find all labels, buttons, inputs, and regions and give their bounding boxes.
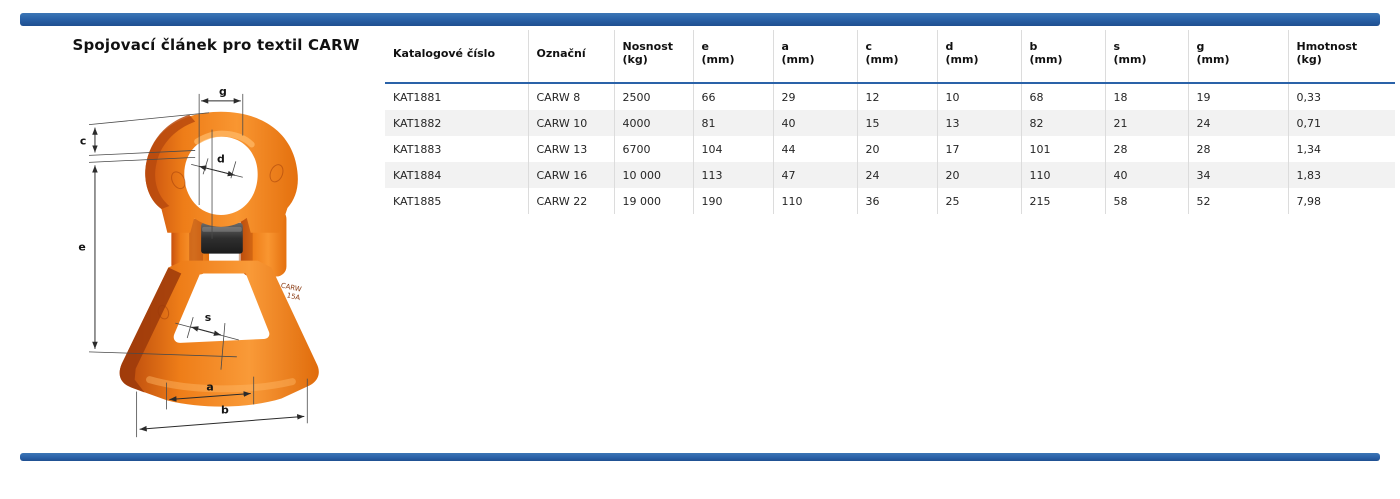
table-cell: 19 [1187,83,1288,110]
table-cell: 7,98 [1287,188,1395,214]
dimension-label-a: a [206,381,213,394]
table-cell: 12 [856,83,937,110]
column-header: e (mm) [692,30,773,84]
table-cell: 215 [1020,188,1105,214]
column-header: Nosnost (kg) [613,30,693,84]
table-cell: 110 [772,188,857,214]
table-cell: 101 [1020,136,1105,162]
table-row: KAT1882 CARW 10 4000 81 40 15 13 82 21 24 0,71 [385,110,1395,136]
table-header-row: Katalogové číslo Označní Nosnost (kg) e (mm) a… [385,30,1395,84]
dimension-lines [92,98,305,432]
table-cell: 25 [936,188,1021,214]
table-cell: 47 [772,162,857,188]
table-cell: CARW 13 [527,136,614,162]
table-cell: KAT1882 [393,116,442,130]
table-cell: 66 [692,83,773,110]
table-cell: KAT1883 [393,142,442,156]
spec-table: Katalogové číslo Označní Nosnost (kg) e (mm) a… [385,30,1395,214]
link-upper-bow [145,111,298,233]
table-row: KAT1881 CARW 8 2500 66 29 12 10 68 18 19 0,33 [385,83,1395,110]
table-cell: 34 [1187,162,1288,188]
dimension-label-s: s [205,311,212,324]
table-cell: 10 [936,83,1021,110]
dimension-label-b: b [221,403,229,416]
table-cell: 24 [1187,110,1288,136]
column-header: b (mm) [1020,30,1105,84]
table-cell: 104 [692,136,773,162]
page-title: Spojovací článek pro textil CARW [72,36,360,54]
table-cell: 68 [1020,83,1105,110]
column-header: g (mm) [1187,30,1288,84]
table-cell: 4000 [613,110,693,136]
dimension-label-c: c [80,135,86,148]
table-cell: 0,71 [1287,110,1395,136]
table-cell: 1,34 [1287,136,1395,162]
table-cell: 52 [1187,188,1288,214]
table-cell: 19 000 [613,188,693,214]
column-header: s (mm) [1104,30,1188,84]
table-cell: 21 [1104,110,1188,136]
table-cell: 44 [772,136,857,162]
product-panel: Spojovací článek pro textil CARW [20,36,382,54]
table-cell: 20 [936,162,1021,188]
table-cell: 0,33 [1287,83,1395,110]
product-figure: CARW 15A [72,82,360,459]
table-cell: KAT1884 [393,168,442,182]
table-row: KAT1885 CARW 22 19 000 190 110 36 25 215 58 52 7,9… [385,188,1395,214]
column-header: a (mm) [772,30,857,84]
table-cell: 6700 [613,136,693,162]
technical-drawing: CARW 15A [78,85,319,438]
column-header: d (mm) [936,30,1021,84]
dimension-labels: g c e d s a b [78,85,229,416]
table-cell: 58 [1104,188,1188,214]
table-cell: 17 [936,136,1021,162]
table-cell: 28 [1187,136,1288,162]
table-cell: 10 000 [613,162,693,188]
table-row: KAT1884 CARW 16 10 000 113 47 24 20 110 40 34 1,83 [385,162,1395,188]
link-lower-triangle: CARW 15A [119,260,319,407]
dimension-label-d: d [217,152,225,165]
table-cell: 29 [772,83,857,110]
table-cell: 82 [1020,110,1105,136]
table-cell: 36 [856,188,937,214]
table-cell: CARW 22 [527,188,614,214]
dimension-label-e: e [78,241,85,254]
table-row: KAT1883 CARW 13 6700 104 44 20 17 101 28 28 1,34 [385,136,1395,162]
table-cell: 40 [1104,162,1188,188]
table-cell: 28 [1104,136,1188,162]
table-cell: 110 [1020,162,1105,188]
table-cell: 113 [692,162,773,188]
bottom-accent-bar [20,453,1380,461]
table-cell: CARW 8 [527,83,614,110]
table-cell: 81 [692,110,773,136]
table-cell: 18 [1104,83,1188,110]
column-header: c (mm) [856,30,937,84]
table-cell: 15 [856,110,937,136]
link-pin [201,222,243,254]
column-header: Hmotnost (kg) [1287,30,1395,84]
table-cell: KAT1885 [393,194,442,208]
table-cell: 40 [772,110,857,136]
table-cell: 13 [936,110,1021,136]
table-cell: CARW 10 [527,110,614,136]
table-cell: CARW 16 [527,162,614,188]
column-header: Katalogové číslo [385,30,528,84]
table-cell: 24 [856,162,937,188]
product-marking-line2: 15A [286,291,301,302]
column-header: Označní [527,30,614,84]
table-cell: 20 [856,136,937,162]
top-accent-bar [20,13,1380,26]
table-cell: 190 [692,188,773,214]
dimension-label-g: g [219,85,227,98]
table-cell: 1,83 [1287,162,1395,188]
table-cell: KAT1881 [393,90,442,104]
table-cell: 2500 [613,83,693,110]
